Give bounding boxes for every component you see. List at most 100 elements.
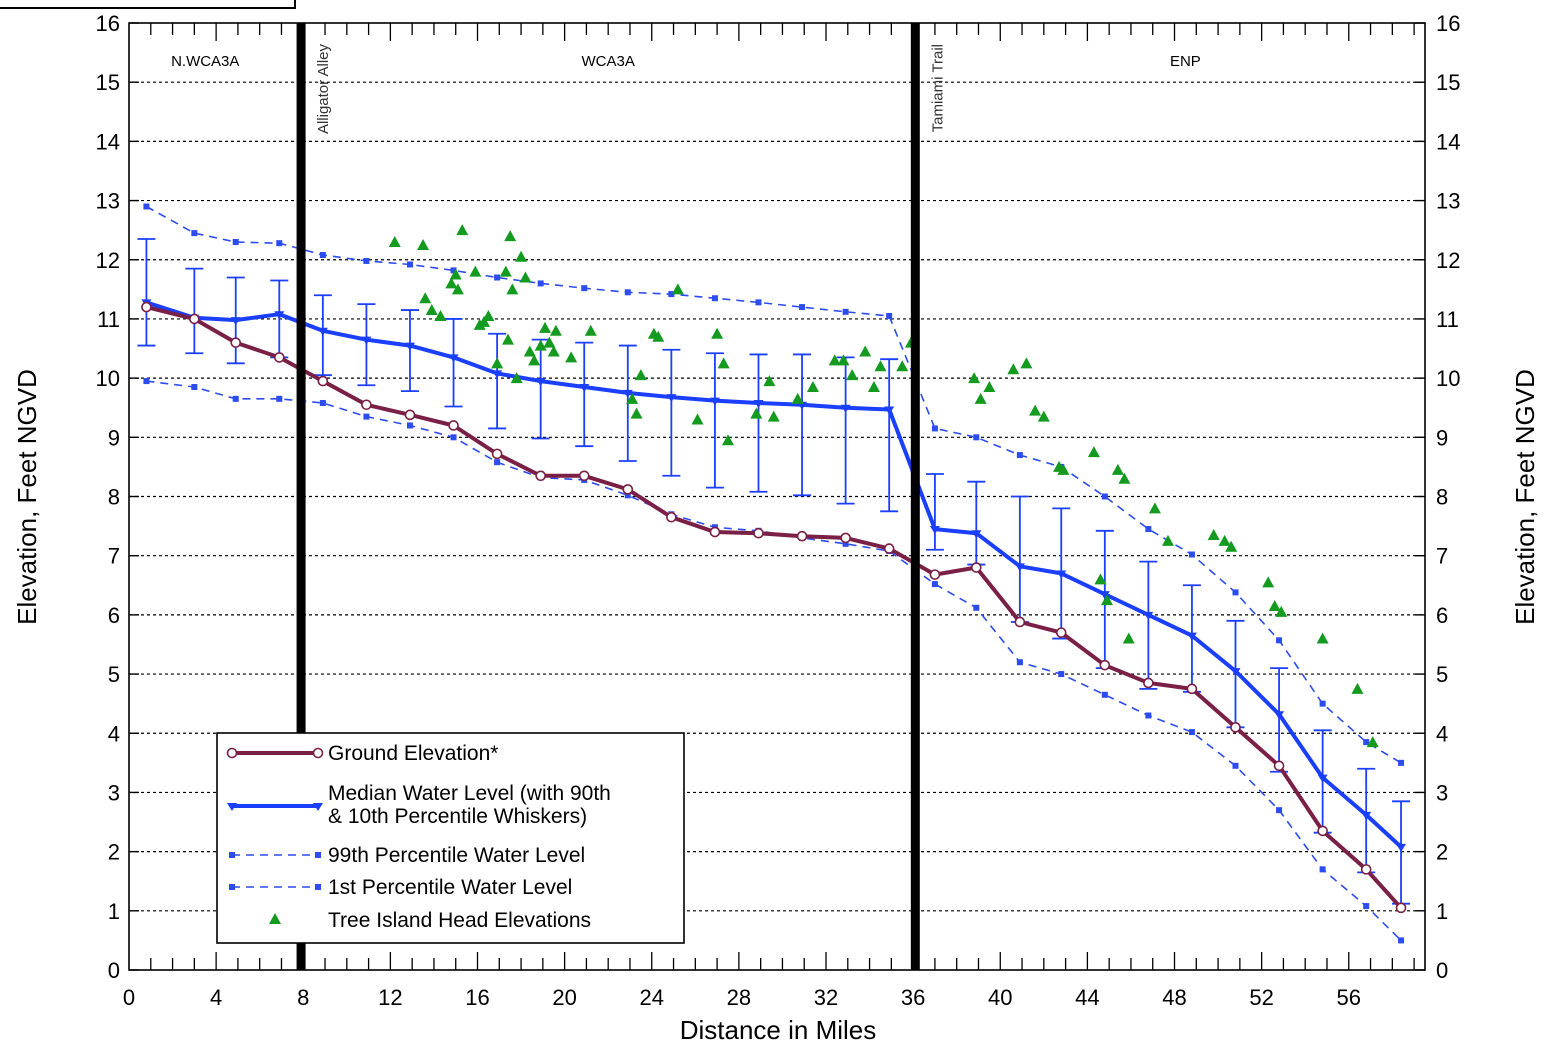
tree-island-marker [806,381,819,393]
y-tick-label-right: 16 [1436,11,1460,36]
p1-marker [319,399,326,406]
y-tick-label-left: 12 [96,248,120,273]
tree-island-marker [1207,528,1220,540]
tree-island-marker [896,360,909,372]
tree-island-marker [456,224,469,236]
median-marker [753,399,764,408]
y-tick-label-left: 8 [108,485,120,510]
tree-island-marker [974,392,987,404]
p1-marker [143,378,150,385]
p1-marker [973,604,980,611]
y-tick-label-left: 9 [108,425,120,450]
p1-marker [406,422,413,429]
ground-marker [1273,760,1285,772]
tree-island-marker [721,434,734,446]
x-tick-label: 36 [901,985,925,1010]
ground-marker [1230,722,1241,733]
median-marker [1143,611,1154,620]
p1-marker [1145,712,1152,719]
median-marker [579,384,590,393]
y-tick-label-left: 11 [97,307,120,332]
p1-marker [1398,937,1405,944]
p99-marker [450,267,457,274]
ground-marker [448,420,459,431]
tree-island-marker [859,345,872,357]
tree-island-marker [626,392,639,404]
tree-island-marker [425,304,438,316]
x-tick-label: 44 [1075,985,1099,1010]
tree-island-marker [630,407,643,419]
tree-island-marker [1007,363,1020,375]
legend-median-label: Median Water Level (with 90th [328,782,611,805]
ground-marker [1055,627,1067,638]
tree-island-marker [750,407,763,419]
ground-marker [317,375,329,387]
legend-median-marker [227,803,237,811]
median-marker [1014,563,1025,572]
median-marker [1186,632,1197,641]
p1-marker [191,384,198,391]
ground-marker [361,399,372,411]
ground-marker [796,530,808,542]
y-tick-label-left: 7 [108,544,120,569]
tree-island-marker [449,268,462,280]
tree-island-marker [1057,463,1070,475]
median-marker [666,394,677,403]
x-axis-labels: 0 4 8 12 16 20 24 28 32 36 40 44 48 52 56 [123,985,1361,1010]
ground-marker [1360,864,1372,875]
region-label: ENP [1170,53,1201,70]
x-tick-label: 0 [123,985,135,1010]
x-axis-title: Distance in Miles [680,1015,877,1045]
y-tick-label-right: 0 [1436,958,1448,983]
tree-island-marker [549,324,562,336]
x-tick-label: 20 [552,985,576,1010]
tree-island-marker [1275,605,1288,617]
y-tick-label-left: 10 [96,366,120,391]
tree-island-marker [846,369,859,381]
median-series [141,299,1407,852]
p99-marker [973,434,980,441]
p99-marker [276,240,283,247]
y-tick-label-right: 14 [1436,129,1460,154]
p99-marker [1016,452,1023,459]
p1-marker [232,395,239,402]
y-tick-label-left: 0 [108,958,120,983]
legend-ground-marker [226,747,238,759]
ground-marker [971,562,982,573]
median-marker [361,336,372,345]
p1-marker [276,395,283,402]
legend-median-marker [313,803,323,811]
y-tick-label-left: 14 [96,129,120,154]
tree-island-marker [547,345,560,357]
tree-island-marker [388,235,401,247]
tree-island-marker [528,354,541,366]
tree-island-marker [506,283,519,295]
ground-marker [1186,683,1198,695]
frame-corner [0,0,296,9]
ground-marker [622,484,634,495]
tree-island-marker [565,351,578,363]
tree-island-marker [469,265,482,277]
p1-marker [1276,807,1283,814]
tree-island-marker [1029,404,1042,416]
tree-island-marker [499,265,512,277]
p99-marker [319,252,326,259]
y-tick-label-right: 13 [1436,189,1460,214]
ground-marker [1014,616,1026,628]
median-marker [1396,843,1407,852]
median-marker [1099,591,1110,600]
tree-island-marker [445,277,458,289]
ground-marker [883,543,895,554]
median-marker [622,389,633,398]
median-marker [317,327,328,336]
legend-p1-marker [315,884,321,890]
ground-marker [753,527,764,539]
tree-island-series [388,224,1379,748]
ground-series [141,301,1407,914]
legend-ground-label: Ground Elevation* [328,742,498,765]
p99-marker [406,261,413,268]
grid-lines [129,81,1425,912]
tree-island-marker [419,292,432,304]
region-label: N.WCA3A [171,53,239,70]
